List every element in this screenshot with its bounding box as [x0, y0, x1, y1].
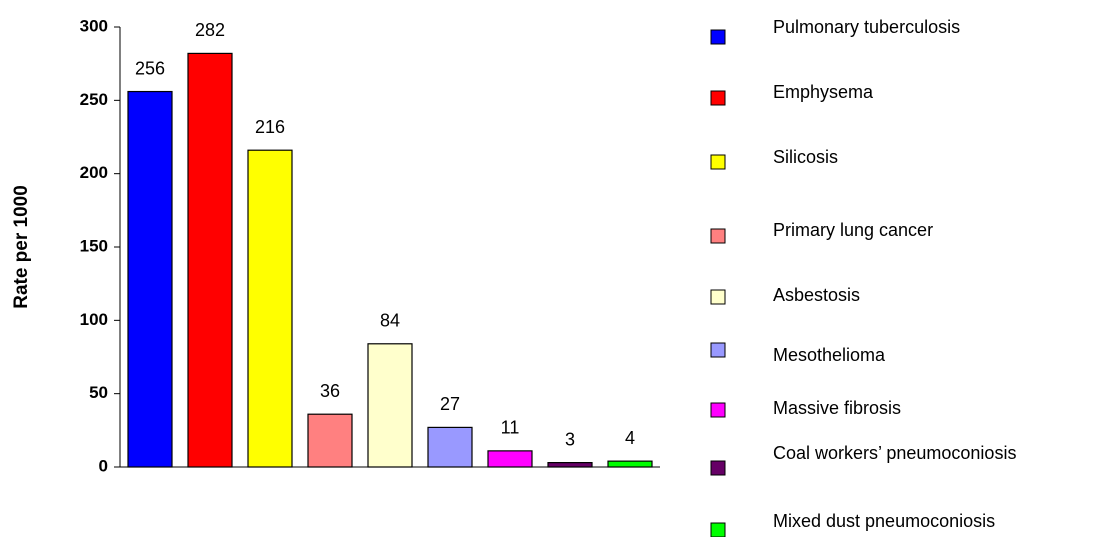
- y-tick-label: 50: [89, 383, 108, 402]
- bar: [547, 462, 593, 468]
- legend-label: Asbestosis: [773, 285, 860, 305]
- y-tick-label: 0: [99, 456, 108, 475]
- legend-label: Silicosis: [773, 147, 838, 167]
- value-label: 256: [135, 58, 165, 78]
- bar: [127, 90, 173, 468]
- legend-swatch: [710, 228, 726, 244]
- y-tick-label: 300: [80, 16, 108, 35]
- value-label: 4: [625, 428, 635, 448]
- value-label: 216: [255, 117, 285, 137]
- legend-label: Primary lung cancer: [773, 220, 933, 240]
- legend-label: Mesothelioma: [773, 345, 886, 365]
- y-tick-label: 250: [80, 90, 108, 109]
- bar: [247, 149, 293, 468]
- legend-label: Pulmonary tuberculosis: [773, 17, 960, 37]
- legend-swatch: [710, 90, 726, 106]
- legend-label: Mixed dust pneumoconiosis: [773, 511, 995, 531]
- value-label: 84: [380, 311, 400, 331]
- bar: [367, 343, 413, 468]
- legend-label: Emphysema: [773, 82, 874, 102]
- y-tick-label: 100: [80, 310, 108, 329]
- bar: [307, 413, 353, 468]
- legend-swatch: [710, 460, 726, 476]
- legend-swatch: [710, 289, 726, 305]
- y-tick-label: 150: [80, 236, 108, 255]
- bar: [427, 426, 473, 468]
- value-label: 27: [440, 394, 460, 414]
- legend-swatch: [710, 402, 726, 418]
- legend-swatch: [710, 522, 726, 537]
- y-tick-label: 200: [80, 163, 108, 182]
- value-label: 282: [195, 20, 225, 40]
- bar: [487, 450, 533, 468]
- bar: [607, 460, 653, 468]
- value-label: 36: [320, 381, 340, 401]
- value-label: 11: [501, 418, 520, 438]
- bar: [187, 52, 233, 468]
- y-axis-label: Rate per 1000: [11, 185, 32, 309]
- value-label: 3: [565, 429, 575, 449]
- legend-swatch: [710, 342, 726, 358]
- legend-label: Coal workers’ pneumoconiosis: [773, 443, 1016, 463]
- legend-swatch: [710, 154, 726, 170]
- legend-swatch: [710, 29, 726, 45]
- legend-label: Massive fibrosis: [773, 398, 901, 418]
